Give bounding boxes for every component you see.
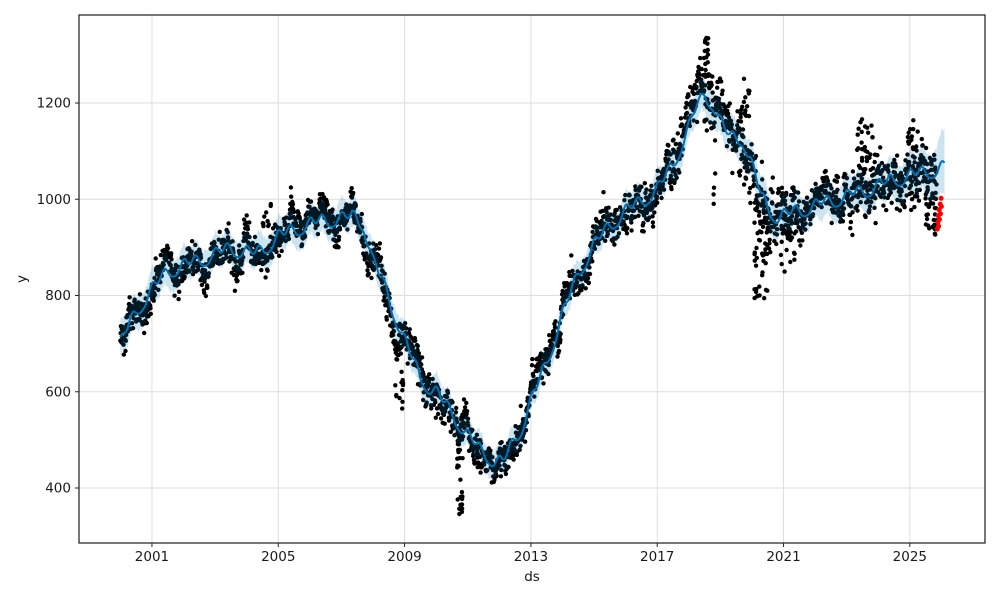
forecast-line (119, 92, 946, 468)
axis-ticks (75, 102, 911, 547)
uncertainty-band (120, 75, 945, 482)
plot-border (78, 14, 986, 544)
y-axis-label: y (14, 275, 30, 283)
x-axis-label: ds (524, 569, 540, 585)
x-tick-label: 2017 (640, 549, 674, 565)
anomaly-points (934, 195, 944, 232)
y-tick-label: 1200 (37, 96, 71, 112)
axis-tick-labels: 2001 2005 2009 2013 2017 2021 2025 400 600 800 100… (37, 96, 927, 565)
y-tick-label: 1000 (37, 192, 71, 208)
y-tick-label: 800 (45, 288, 71, 304)
x-tick-label: 2005 (261, 549, 295, 565)
y-tick-label: 600 (45, 384, 71, 400)
x-tick-label: 2025 (893, 549, 927, 565)
x-tick-label: 2021 (766, 549, 800, 565)
x-tick-label: 2009 (387, 549, 421, 565)
y-tick-label: 400 (45, 480, 71, 496)
x-tick-label: 2001 (135, 549, 169, 565)
x-tick-label: 2013 (514, 549, 548, 565)
